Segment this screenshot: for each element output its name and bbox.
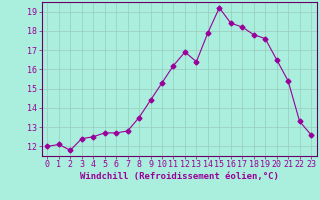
X-axis label: Windchill (Refroidissement éolien,°C): Windchill (Refroidissement éolien,°C): [80, 172, 279, 181]
